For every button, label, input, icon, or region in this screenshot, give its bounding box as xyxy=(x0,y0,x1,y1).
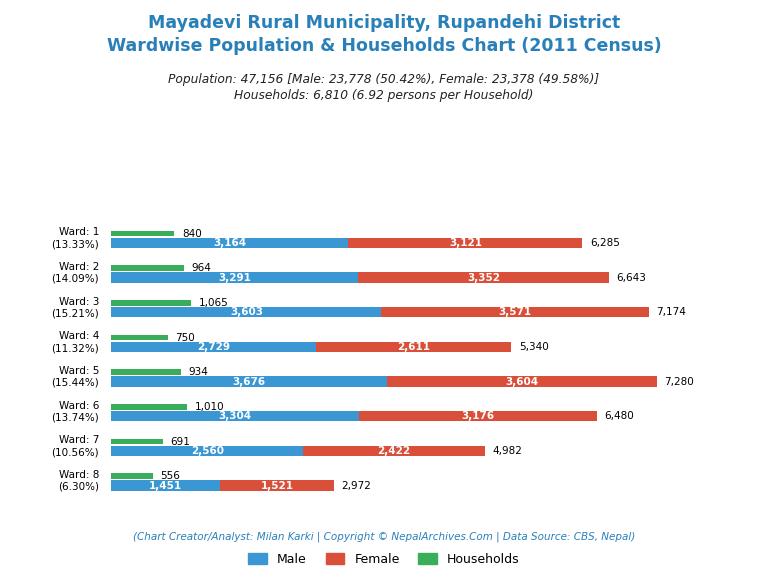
Bar xyxy=(382,307,649,317)
Text: 6,285: 6,285 xyxy=(590,238,620,248)
Bar xyxy=(111,273,358,283)
Text: 5,340: 5,340 xyxy=(519,342,548,352)
Text: Ward: 1
(13.33%): Ward: 1 (13.33%) xyxy=(51,227,99,249)
Text: 3,603: 3,603 xyxy=(230,307,263,317)
Bar xyxy=(111,376,387,387)
Text: Ward: 7
(10.56%): Ward: 7 (10.56%) xyxy=(51,436,99,457)
Text: 1,065: 1,065 xyxy=(199,298,228,308)
Bar xyxy=(111,231,174,236)
Bar xyxy=(359,411,597,422)
Bar xyxy=(111,473,153,479)
Text: 2,422: 2,422 xyxy=(377,446,410,456)
Bar xyxy=(387,376,657,387)
Bar xyxy=(111,369,181,375)
Bar xyxy=(111,307,382,317)
Text: 3,571: 3,571 xyxy=(498,307,531,317)
Bar xyxy=(111,300,191,306)
Text: 691: 691 xyxy=(170,437,190,447)
Text: Ward: 6
(13.74%): Ward: 6 (13.74%) xyxy=(51,401,99,422)
Bar xyxy=(111,445,303,456)
Bar xyxy=(111,411,359,422)
Text: Ward: 2
(14.09%): Ward: 2 (14.09%) xyxy=(51,262,99,284)
Text: Ward: 8
(6.30%): Ward: 8 (6.30%) xyxy=(58,470,99,492)
Bar xyxy=(111,480,220,491)
Text: 6,643: 6,643 xyxy=(617,273,647,282)
Text: 840: 840 xyxy=(182,229,201,238)
Text: 7,280: 7,280 xyxy=(664,376,694,386)
Text: Ward: 5
(15.44%): Ward: 5 (15.44%) xyxy=(51,366,99,387)
Bar xyxy=(111,438,163,444)
Text: 4,982: 4,982 xyxy=(492,446,522,456)
Text: 2,729: 2,729 xyxy=(197,342,230,352)
Text: Population: 47,156 [Male: 23,778 (50.42%), Female: 23,378 (49.58%)]
Households: : Population: 47,156 [Male: 23,778 (50.42%… xyxy=(168,72,600,103)
Text: 3,176: 3,176 xyxy=(462,411,495,421)
Bar xyxy=(111,404,187,409)
Text: 3,304: 3,304 xyxy=(219,411,252,421)
Bar xyxy=(316,342,511,352)
Text: 2,972: 2,972 xyxy=(342,481,372,491)
Bar xyxy=(220,480,334,491)
Bar xyxy=(303,445,485,456)
Text: (Chart Creator/Analyst: Milan Karki | Copyright © NepalArchives.Com | Data Sourc: (Chart Creator/Analyst: Milan Karki | Co… xyxy=(133,531,635,542)
Text: 1,010: 1,010 xyxy=(194,402,224,412)
Bar xyxy=(111,266,184,271)
Bar xyxy=(358,273,609,283)
Text: Ward: 3
(15.21%): Ward: 3 (15.21%) xyxy=(51,297,99,318)
Text: 3,121: 3,121 xyxy=(449,238,482,248)
Text: 7,174: 7,174 xyxy=(657,307,687,317)
Legend: Male, Female, Households: Male, Female, Households xyxy=(243,548,525,571)
Text: 3,604: 3,604 xyxy=(505,376,538,386)
Text: 3,352: 3,352 xyxy=(467,273,500,282)
Bar xyxy=(111,238,349,248)
Text: 934: 934 xyxy=(189,367,209,377)
Text: 964: 964 xyxy=(191,263,211,273)
Bar xyxy=(349,238,582,248)
Bar xyxy=(111,335,167,340)
Text: 3,676: 3,676 xyxy=(233,376,266,386)
Text: 6,480: 6,480 xyxy=(604,411,634,421)
Text: 3,291: 3,291 xyxy=(218,273,251,282)
Bar xyxy=(111,342,316,352)
Text: 750: 750 xyxy=(175,332,195,343)
Text: 2,560: 2,560 xyxy=(190,446,223,456)
Text: 1,521: 1,521 xyxy=(260,481,293,491)
Text: Ward: 4
(11.32%): Ward: 4 (11.32%) xyxy=(51,331,99,353)
Text: 3,164: 3,164 xyxy=(214,238,247,248)
Text: 1,451: 1,451 xyxy=(149,481,182,491)
Text: 2,611: 2,611 xyxy=(397,342,430,352)
Text: Mayadevi Rural Municipality, Rupandehi District
Wardwise Population & Households: Mayadevi Rural Municipality, Rupandehi D… xyxy=(107,14,661,55)
Text: 556: 556 xyxy=(161,471,180,481)
